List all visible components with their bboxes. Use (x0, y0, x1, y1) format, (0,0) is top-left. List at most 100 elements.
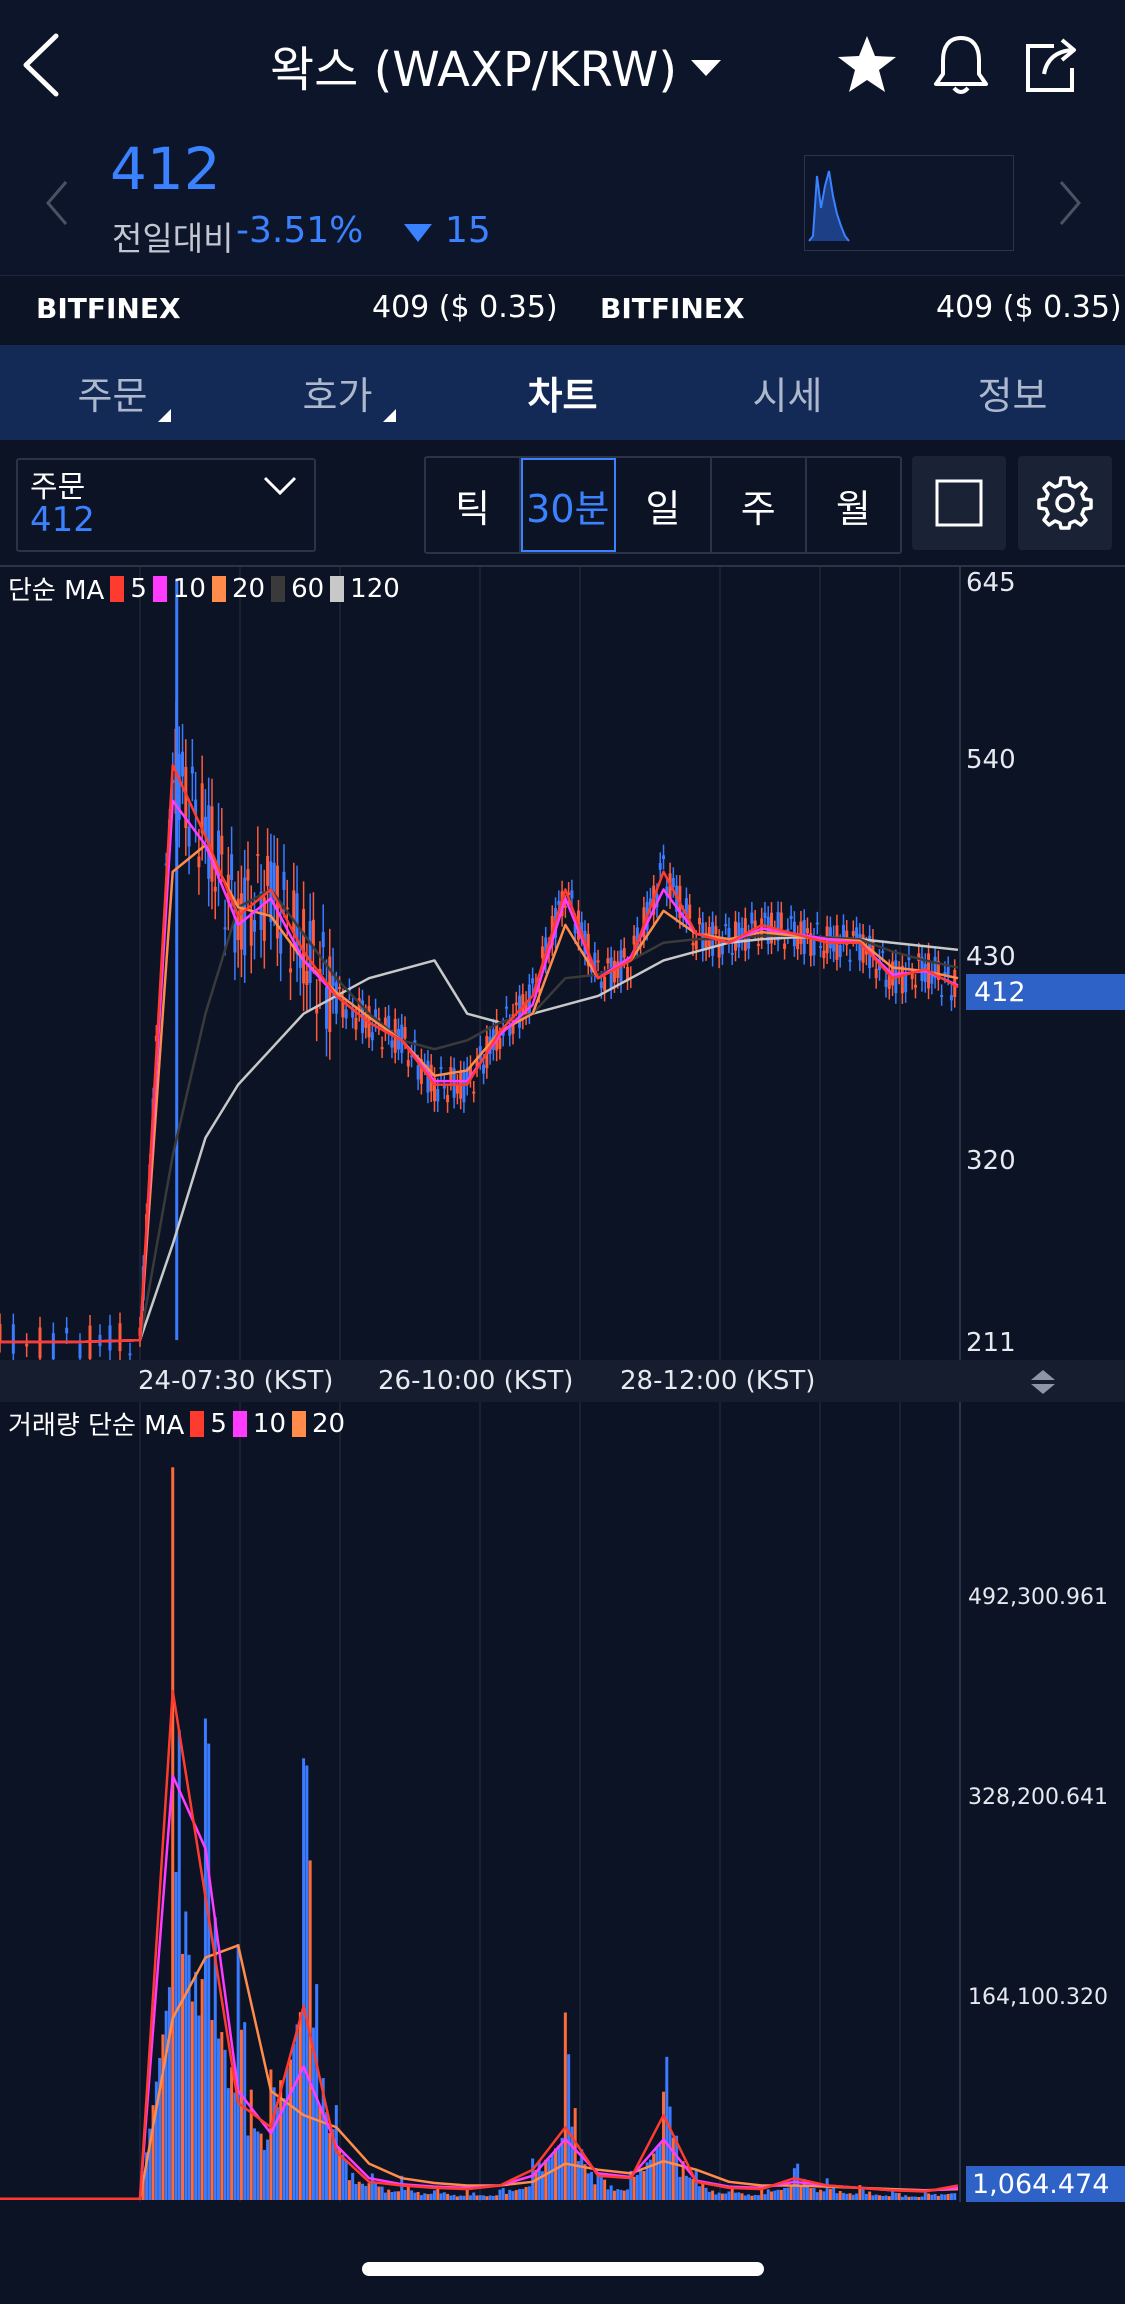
candle-body (632, 935, 636, 945)
volume-bar (943, 2194, 947, 2200)
divider (0, 565, 1125, 567)
volume-bar (819, 2189, 823, 2200)
candle-body (717, 939, 721, 958)
volume-bar (652, 2153, 656, 2200)
exchange-name: BITFINEX (600, 292, 745, 325)
volume-bar (573, 2108, 577, 2200)
candle-body (812, 938, 816, 956)
volume-bar (518, 2189, 522, 2200)
candle-body (881, 951, 885, 954)
coin-selector[interactable]: 왁스 (WAXP/KRW) (270, 30, 722, 100)
volume-bar (563, 2012, 567, 2200)
candle-body (596, 960, 600, 963)
volume-bar (459, 2195, 463, 2200)
volume-bar (658, 2143, 662, 2200)
legend-swatch (271, 575, 286, 602)
candle-body (439, 1067, 443, 1070)
home-indicator[interactable] (362, 2262, 764, 2276)
volume-bar (773, 2190, 777, 2200)
candle-body (217, 830, 221, 879)
candle-body (478, 1046, 482, 1060)
candle-body (203, 816, 207, 837)
tab-orderbook[interactable]: 호가 (225, 345, 450, 440)
volume-chart-canvas[interactable] (0, 1402, 1125, 2202)
tab-chart[interactable]: 차트 (450, 345, 675, 440)
volume-bar (832, 2185, 836, 2200)
bell-icon[interactable] (930, 32, 992, 98)
volume-bar (841, 2192, 845, 2200)
volume-bar (730, 2186, 734, 2200)
resize-handle-icon[interactable] (1028, 1368, 1058, 1396)
candle-body (220, 835, 224, 855)
legend-prefix: 거래량 단순 MA (8, 1411, 185, 1441)
share-icon[interactable] (1020, 32, 1082, 98)
volume-bar (743, 2195, 747, 2200)
volume-bar (302, 1758, 306, 2200)
exchange-price: 409 ($ 0.35) (936, 290, 1122, 325)
price-axis-label: 320 (966, 1146, 1016, 1176)
candle-body (354, 1017, 358, 1030)
chevron-right-icon[interactable] (1055, 178, 1085, 228)
volume-bar (720, 2193, 724, 2200)
volume-bar (930, 2194, 934, 2200)
mini-sparkline[interactable] (804, 155, 1014, 251)
time-axis[interactable] (0, 1360, 1125, 1402)
fullscreen-button[interactable] (912, 456, 1006, 550)
back-icon[interactable] (18, 30, 68, 100)
volume-bar (586, 2173, 590, 2200)
candle-body (930, 973, 934, 984)
volume-bar (289, 2059, 293, 2200)
candle-body (714, 926, 718, 934)
volume-bar (701, 2183, 705, 2200)
volume-bar (429, 2193, 433, 2200)
volume-bar (691, 2178, 695, 2200)
period-month[interactable]: 월 (835, 486, 871, 531)
volume-bar (622, 2190, 626, 2200)
volume-bar (396, 2191, 400, 2200)
volume-bar (609, 2185, 613, 2200)
order-dropdown-label: 주문 (30, 470, 86, 505)
candle-body (387, 1015, 391, 1035)
current-price: 412 (110, 135, 221, 203)
price-axis-label: 211 (966, 1328, 1016, 1358)
chevron-left-icon[interactable] (42, 178, 72, 228)
candle-body (514, 1002, 518, 1006)
period-30min[interactable]: 30분 (521, 458, 617, 552)
tab-info[interactable]: 정보 (900, 345, 1125, 440)
candle-body (815, 922, 819, 925)
candle-body (907, 956, 911, 961)
candle-body (626, 966, 630, 980)
volume-axis-label: 328,200.641 (968, 1785, 1108, 1810)
period-week[interactable]: 주 (712, 458, 807, 552)
volume-bar (197, 2015, 201, 2200)
period-tick[interactable]: 틱 (426, 458, 522, 552)
volume-bar (190, 2001, 194, 2200)
volume-bar (655, 2148, 659, 2200)
candle-body (200, 783, 204, 833)
period-day[interactable]: 일 (616, 458, 712, 552)
legend-swatch (292, 1410, 306, 1437)
candle-body (262, 897, 266, 941)
volume-bar (177, 1730, 181, 2200)
price-chart[interactable] (0, 567, 1125, 1370)
volume-bar (468, 2195, 472, 2200)
candle-body (671, 877, 675, 888)
tab-order[interactable]: 주문 (0, 345, 225, 440)
price-chart-canvas[interactable] (0, 567, 1125, 1370)
settings-button[interactable] (1018, 456, 1112, 550)
legend-item: 20 (312, 1408, 346, 1439)
order-dropdown[interactable] (16, 458, 316, 552)
candle-body (838, 944, 842, 958)
volume-bar (200, 1979, 204, 2200)
candle-body (567, 892, 571, 895)
candle-body (730, 952, 734, 955)
volume-bar (207, 1743, 211, 2200)
price-axis-label: 430 (966, 942, 1016, 972)
volume-chart[interactable] (0, 1402, 1125, 2202)
candle-body (321, 932, 325, 948)
star-icon[interactable] (834, 32, 900, 98)
volume-bar (485, 2196, 489, 2200)
candle-body (861, 934, 865, 963)
candle-body (540, 946, 544, 959)
tab-market[interactable]: 시세 (675, 345, 900, 440)
